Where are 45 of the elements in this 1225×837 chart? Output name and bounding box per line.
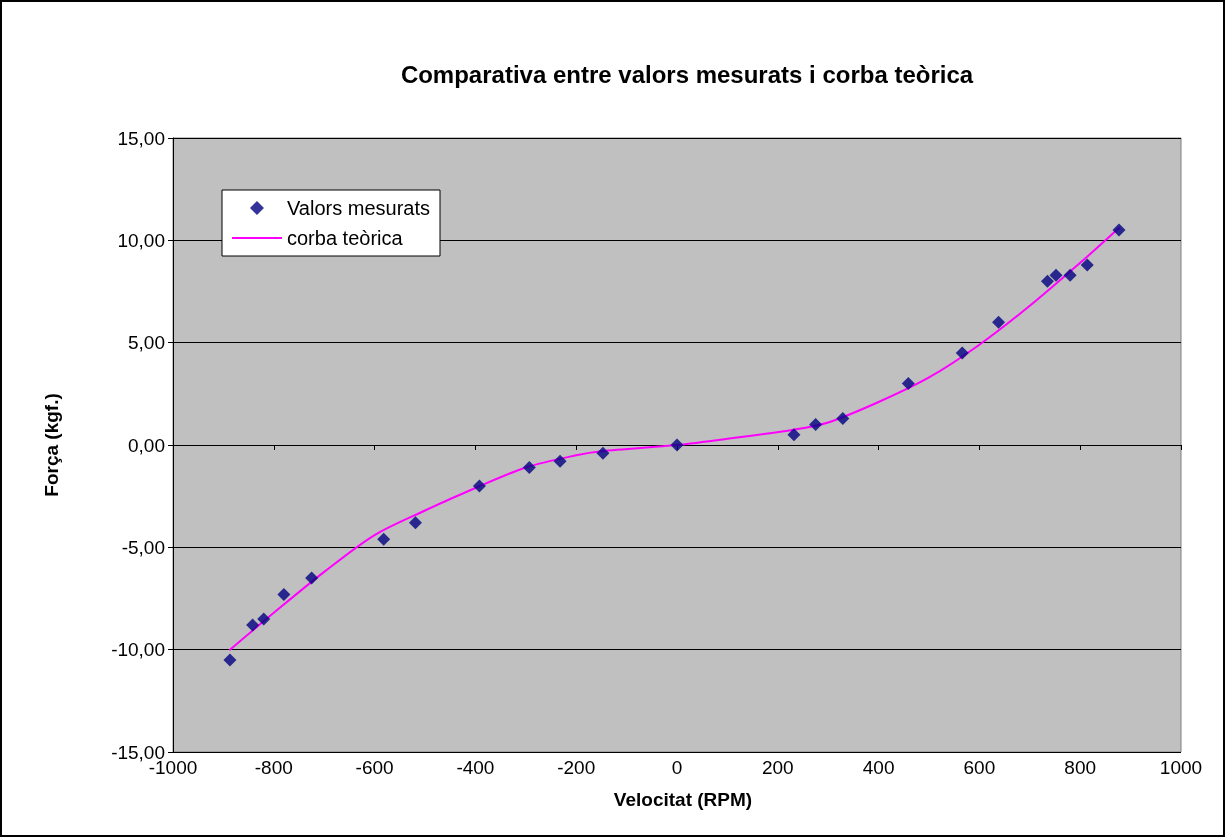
point: [377, 532, 391, 546]
point: [246, 618, 260, 632]
point: [472, 479, 486, 493]
x-tick-label: 400: [862, 757, 895, 778]
x-tick-label: -800: [254, 757, 293, 778]
y-tick-label: 10,00: [117, 229, 165, 251]
x-tick-label: 600: [963, 757, 996, 778]
x-tick-label: 0: [671, 757, 683, 778]
point: [522, 461, 536, 475]
point: [596, 446, 610, 460]
legend-label: Valors mesurats: [287, 197, 431, 219]
point: [1063, 268, 1077, 282]
point: [836, 411, 850, 425]
point: [257, 612, 271, 626]
x-axis-title: Velocitat (RPM): [613, 789, 753, 810]
x-tick-label: -600: [355, 757, 394, 778]
point: [1040, 274, 1054, 288]
point: [277, 587, 291, 601]
point: [955, 346, 969, 360]
x-tick-label: 1000: [1159, 757, 1203, 778]
y-tick-label: 5,00: [128, 332, 165, 354]
point: [670, 438, 684, 452]
chart-title: Comparativa entre valors mesurats i corba teòrica: [400, 60, 974, 88]
y-tick-label: -10,00: [111, 639, 165, 661]
x-tick-label: 800: [1064, 757, 1097, 778]
y-tick-label: 15,00: [117, 127, 165, 149]
point: [1049, 268, 1063, 282]
point: [223, 653, 237, 667]
point: [787, 428, 801, 442]
y-tick-label: 0,00: [128, 434, 165, 456]
point: [809, 418, 823, 432]
y-tick-label: -5,00: [121, 536, 165, 558]
y-tick-label: -15,00: [111, 741, 165, 763]
x-tick-label: -400: [456, 757, 495, 778]
point: [901, 377, 915, 391]
point: [1080, 258, 1094, 272]
x-tick-label: -200: [557, 757, 596, 778]
point: [992, 315, 1006, 329]
point: [1112, 223, 1126, 237]
point: [553, 454, 567, 468]
point: [305, 571, 319, 585]
point: [408, 516, 422, 530]
y-axis-title: Força (kgf.): [41, 393, 62, 497]
x-tick-label: 200: [761, 757, 794, 778]
legend-label: corba teòrica: [287, 227, 404, 249]
